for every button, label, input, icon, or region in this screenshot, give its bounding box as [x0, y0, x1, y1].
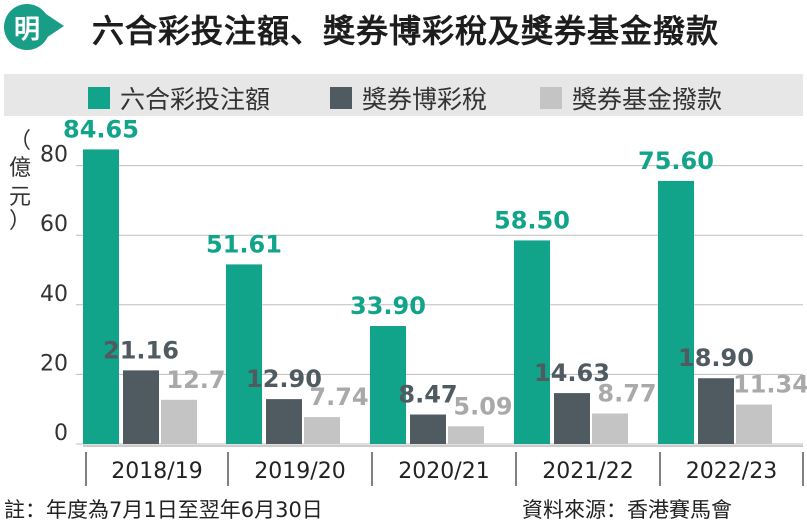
data-label: 12.90 — [246, 365, 322, 393]
legend-label: 獎券基金撥款 — [572, 85, 723, 114]
y-axis-label-char: 元 — [9, 185, 31, 210]
bar-betting-duty — [410, 414, 446, 444]
y-tick-label: 40 — [40, 282, 68, 307]
legend: 六合彩投注額 獎券博彩稅 獎券基金撥款 — [4, 74, 803, 116]
bar-lottery-bets — [658, 180, 694, 445]
data-label: 18.90 — [678, 344, 754, 372]
legend-swatch-teal — [88, 87, 110, 109]
data-label: 8.47 — [398, 381, 457, 409]
data-label: 33.90 — [350, 292, 426, 320]
legend-item-lottery-bets: 六合彩投注額 — [88, 80, 270, 116]
x-tick-label: 2022/23 — [686, 459, 777, 484]
y-tick-label: 60 — [40, 212, 68, 237]
bar-lottery-bets — [226, 264, 262, 444]
bar-lotteries-fund — [304, 417, 340, 444]
legend-swatch-light — [540, 87, 562, 109]
header: 明 六合彩投注額、獎券博彩稅及獎券基金撥款 — [0, 0, 807, 56]
footer-note: 註：年度為7月1日至翌年6月30日 — [4, 498, 323, 522]
bar-lottery-bets — [83, 149, 119, 444]
x-tick-label: 2021/22 — [542, 459, 633, 484]
y-tick-label: 0 — [54, 421, 68, 446]
y-axis-label: （億元） — [9, 129, 31, 234]
data-label: 84.65 — [63, 115, 139, 143]
bar-betting-duty — [554, 393, 590, 444]
data-label: 5.09 — [453, 392, 512, 420]
data-label: 14.63 — [534, 359, 610, 387]
bar-betting-duty — [123, 370, 159, 444]
logo-badge: 明 — [4, 4, 50, 50]
data-label: 7.74 — [309, 383, 368, 411]
bar-lotteries-fund — [448, 426, 484, 444]
data-label: 11.34 — [733, 371, 807, 399]
legend-label: 獎券博彩稅 — [362, 85, 488, 114]
bar-lottery-bets — [370, 326, 406, 444]
bar-lotteries-fund — [736, 404, 772, 444]
footer-source: 資料來源：香港賽馬會 — [522, 498, 732, 522]
bar-betting-duty — [698, 378, 734, 444]
data-label: 58.50 — [494, 206, 570, 234]
x-tick-label: 2019/20 — [254, 459, 345, 484]
bar-lotteries-fund — [161, 399, 197, 444]
data-label: 51.61 — [206, 230, 282, 258]
data-label: 8.77 — [597, 379, 656, 407]
data-label: 21.16 — [103, 336, 179, 364]
legend-swatch-dark — [330, 87, 352, 109]
y-axis-label-char: （ — [9, 129, 31, 154]
chart-title: 六合彩投注額、獎券博彩稅及獎券基金撥款 — [92, 12, 720, 50]
legend-item-betting-duty: 獎券博彩稅 — [330, 80, 487, 116]
y-tick-label: 20 — [40, 351, 68, 376]
y-axis-label-char: ） — [9, 209, 31, 234]
data-label: 75.60 — [638, 147, 714, 175]
y-tick-label: 80 — [40, 143, 68, 168]
legend-label: 六合彩投注額 — [120, 85, 271, 114]
data-label: 12.7 — [166, 366, 225, 394]
x-tick-label: 2018/19 — [111, 459, 202, 484]
bar-lottery-bets — [514, 240, 550, 444]
bar-lotteries-fund — [592, 413, 628, 444]
bar-betting-duty — [266, 399, 302, 444]
legend-item-lotteries-fund: 獎券基金撥款 — [540, 80, 722, 116]
y-axis-label-char: 億 — [9, 156, 31, 181]
x-tick-label: 2020/21 — [398, 459, 489, 484]
